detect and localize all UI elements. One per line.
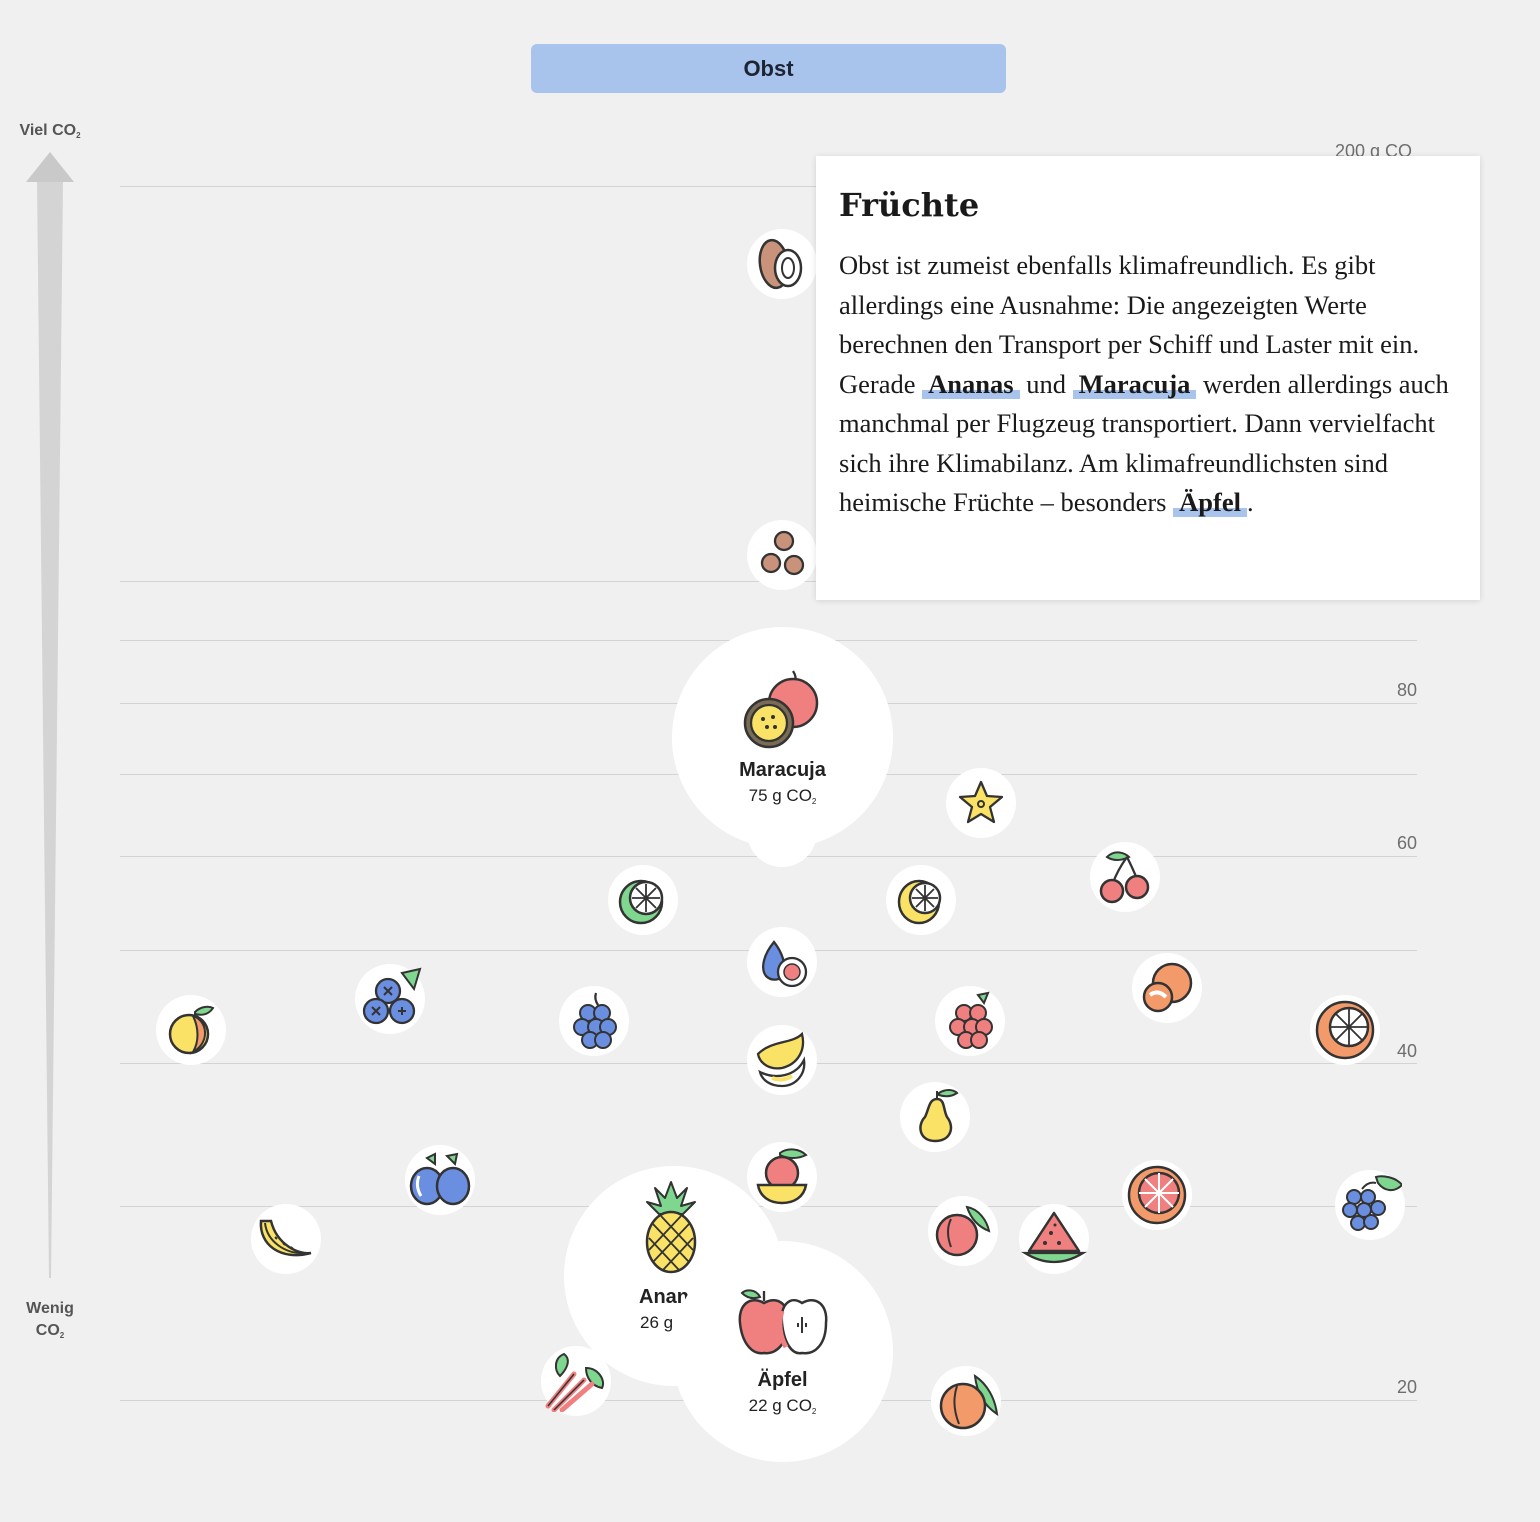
fruit-point[interactable]: [747, 520, 817, 590]
melon-icon: [259, 1219, 312, 1257]
point-value: 75 g CO2: [748, 786, 817, 806]
raspberry-icon: [949, 991, 993, 1049]
fruit-point[interactable]: [747, 927, 817, 997]
point-value: 26 g: [640, 1313, 674, 1332]
grapefruit-icon: [1127, 1165, 1187, 1225]
watermelon-icon: [1021, 1211, 1087, 1264]
nectarine-icon: [935, 1205, 991, 1257]
fruit-point[interactable]: [1132, 953, 1202, 1023]
apricot-icon: [939, 1373, 999, 1430]
info-card-title: Früchte: [839, 186, 980, 224]
fruit-point[interactable]: [608, 865, 678, 935]
rhubarb-icon: [545, 1352, 604, 1412]
cherry-icon: [1099, 851, 1150, 904]
point-name: Äpfel: [757, 1369, 808, 1391]
tick-label: 40: [1396, 1041, 1417, 1061]
fruit-point[interactable]: [251, 1204, 321, 1274]
fruit-point[interactable]: [935, 986, 1005, 1056]
fruit-point[interactable]: [1335, 1170, 1405, 1240]
fruit-point[interactable]: [946, 768, 1016, 838]
mango-icon: [756, 1148, 808, 1205]
fruit-point[interactable]: [1090, 842, 1160, 912]
plum-icon: [409, 1152, 471, 1206]
passionfruit-icon: [743, 670, 818, 749]
lemon-icon: [897, 879, 942, 925]
grapes-icon: [573, 992, 617, 1049]
fruit-point[interactable]: [541, 1346, 611, 1416]
orange-icon: [1315, 1000, 1375, 1060]
fruit-point[interactable]: [747, 1025, 817, 1095]
tick-label: 20: [1396, 1377, 1417, 1397]
axis-high-label: Viel CO2: [19, 122, 81, 140]
blueberry-icon: [362, 967, 422, 1025]
highlight-maracuja-link[interactable]: Maracuja: [1072, 368, 1197, 399]
coconut-icon: [758, 238, 803, 290]
fruit-point[interactable]: [886, 865, 956, 935]
apple-icon: [738, 1289, 827, 1355]
fruit-point[interactable]: [355, 964, 425, 1034]
gridline: [120, 186, 1417, 187]
fruit-point[interactable]: [900, 1082, 970, 1152]
axis-low-label: Wenig CO2: [26, 1300, 74, 1340]
tick-label: 80: [1396, 680, 1417, 700]
banana-icon: [756, 1031, 806, 1088]
fruit-point[interactable]: [1310, 995, 1380, 1065]
lime-icon: [618, 879, 664, 925]
lychee-icon: [760, 530, 805, 576]
fruit-point[interactable]: [747, 229, 817, 299]
fruit-point[interactable]: [1122, 1160, 1192, 1230]
point-value: 22 g CO2: [748, 1396, 817, 1416]
tick-label: 60: [1396, 833, 1417, 853]
category-obst-button[interactable]: Obst: [531, 44, 1006, 93]
pear-icon: [919, 1089, 959, 1143]
fruit-point[interactable]: [559, 986, 629, 1056]
fruit-point[interactable]: [928, 1196, 998, 1266]
fruit-point[interactable]: [931, 1366, 1001, 1436]
fig-icon: [762, 940, 808, 988]
fruit-point[interactable]: [156, 995, 226, 1065]
fruit-point[interactable]: [1019, 1204, 1089, 1274]
highlight-ananas-link[interactable]: Ananas: [922, 368, 1020, 399]
highlight-aepfel-link[interactable]: Äpfel: [1173, 487, 1247, 517]
pineapple-icon: [645, 1181, 697, 1274]
info-card: Früchte Obst ist zumeist ebenfalls klima…: [816, 156, 1480, 600]
maracuja-point[interactable]: Maracuja 75 g CO2: [672, 627, 893, 848]
fruit-point[interactable]: [405, 1145, 475, 1215]
info-card-text: Obst ist zumeist ebenfalls klimafreundli…: [839, 250, 1449, 517]
green-grapes-icon: [1342, 1175, 1402, 1231]
peach-icon: [168, 1005, 215, 1055]
fruit-point[interactable]: [747, 1142, 817, 1212]
point-name: Maracuja: [739, 759, 826, 781]
tangerine-icon: [1142, 962, 1193, 1013]
axis-arrow-icon: [26, 152, 74, 1278]
starfruit-icon: [958, 780, 1004, 824]
aepfel-point[interactable]: Äpfel 22 g CO2: [672, 1241, 893, 1462]
